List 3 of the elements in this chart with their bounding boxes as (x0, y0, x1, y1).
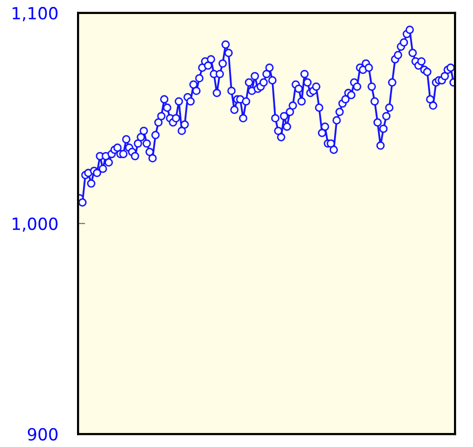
y-tick-label: 900 (28, 428, 58, 441)
y-tick-label: 1,100 (12, 6, 58, 22)
y-tick-label: 1,000 (12, 217, 58, 232)
